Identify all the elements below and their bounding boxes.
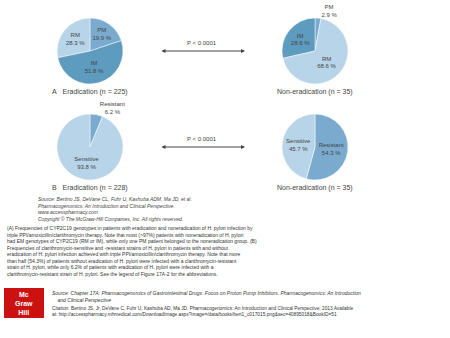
svg-text:IM28.6 %: IM28.6 %	[291, 33, 310, 47]
svg-text:PM19.9 %: PM19.9 %	[93, 27, 112, 41]
svg-text:Non-eradication (n = 35): Non-eradication (n = 35)	[277, 184, 353, 192]
svg-text:P < 0.0001: P < 0.0001	[187, 40, 217, 46]
svg-text:McGrawHill: McGrawHill	[15, 291, 33, 316]
svg-text:RM68.6 %: RM68.6 %	[317, 56, 336, 70]
svg-text:Non-eradication (n = 35): Non-eradication (n = 35)	[277, 88, 353, 96]
svg-text:Resistant6.2 %: Resistant6.2 %	[100, 101, 125, 115]
svg-text:PM2.9 %: PM2.9 %	[321, 4, 337, 18]
svg-text:Citation: Bertino JS, Jr, DeVa: Citation: Bertino JS, Jr, DeVane C, Fuhr…	[52, 306, 353, 317]
svg-text:RM28.3 %: RM28.3 %	[66, 32, 85, 46]
svg-text:Source: Bertino JS, DeVane CL,: Source: Bertino JS, DeVane CL, Fuhr U, K…	[38, 196, 192, 222]
svg-text:B Eradication (n = 228): B Eradication (n = 228)	[52, 184, 128, 192]
svg-text:A Eradication (n = 225): A Eradication (n = 225)	[52, 88, 128, 96]
svg-text:Sensitive93.8 %: Sensitive93.8 %	[74, 156, 99, 170]
svg-text:Source: Chapter 17A: Pharmacog: Source: Chapter 17A: Pharmacogenomics of…	[52, 290, 361, 303]
svg-text:Resistant54.3 %: Resistant54.3 %	[319, 142, 344, 156]
svg-text:IM51.8 %: IM51.8 %	[85, 60, 104, 74]
svg-text:(A) Frequencies of CYP2C19 gen: (A) Frequencies of CYP2C19 genotypes in …	[7, 225, 257, 277]
svg-text:Sensitive45.7 %: Sensitive45.7 %	[286, 138, 311, 152]
svg-text:P < 0.0001: P < 0.0001	[187, 136, 217, 142]
